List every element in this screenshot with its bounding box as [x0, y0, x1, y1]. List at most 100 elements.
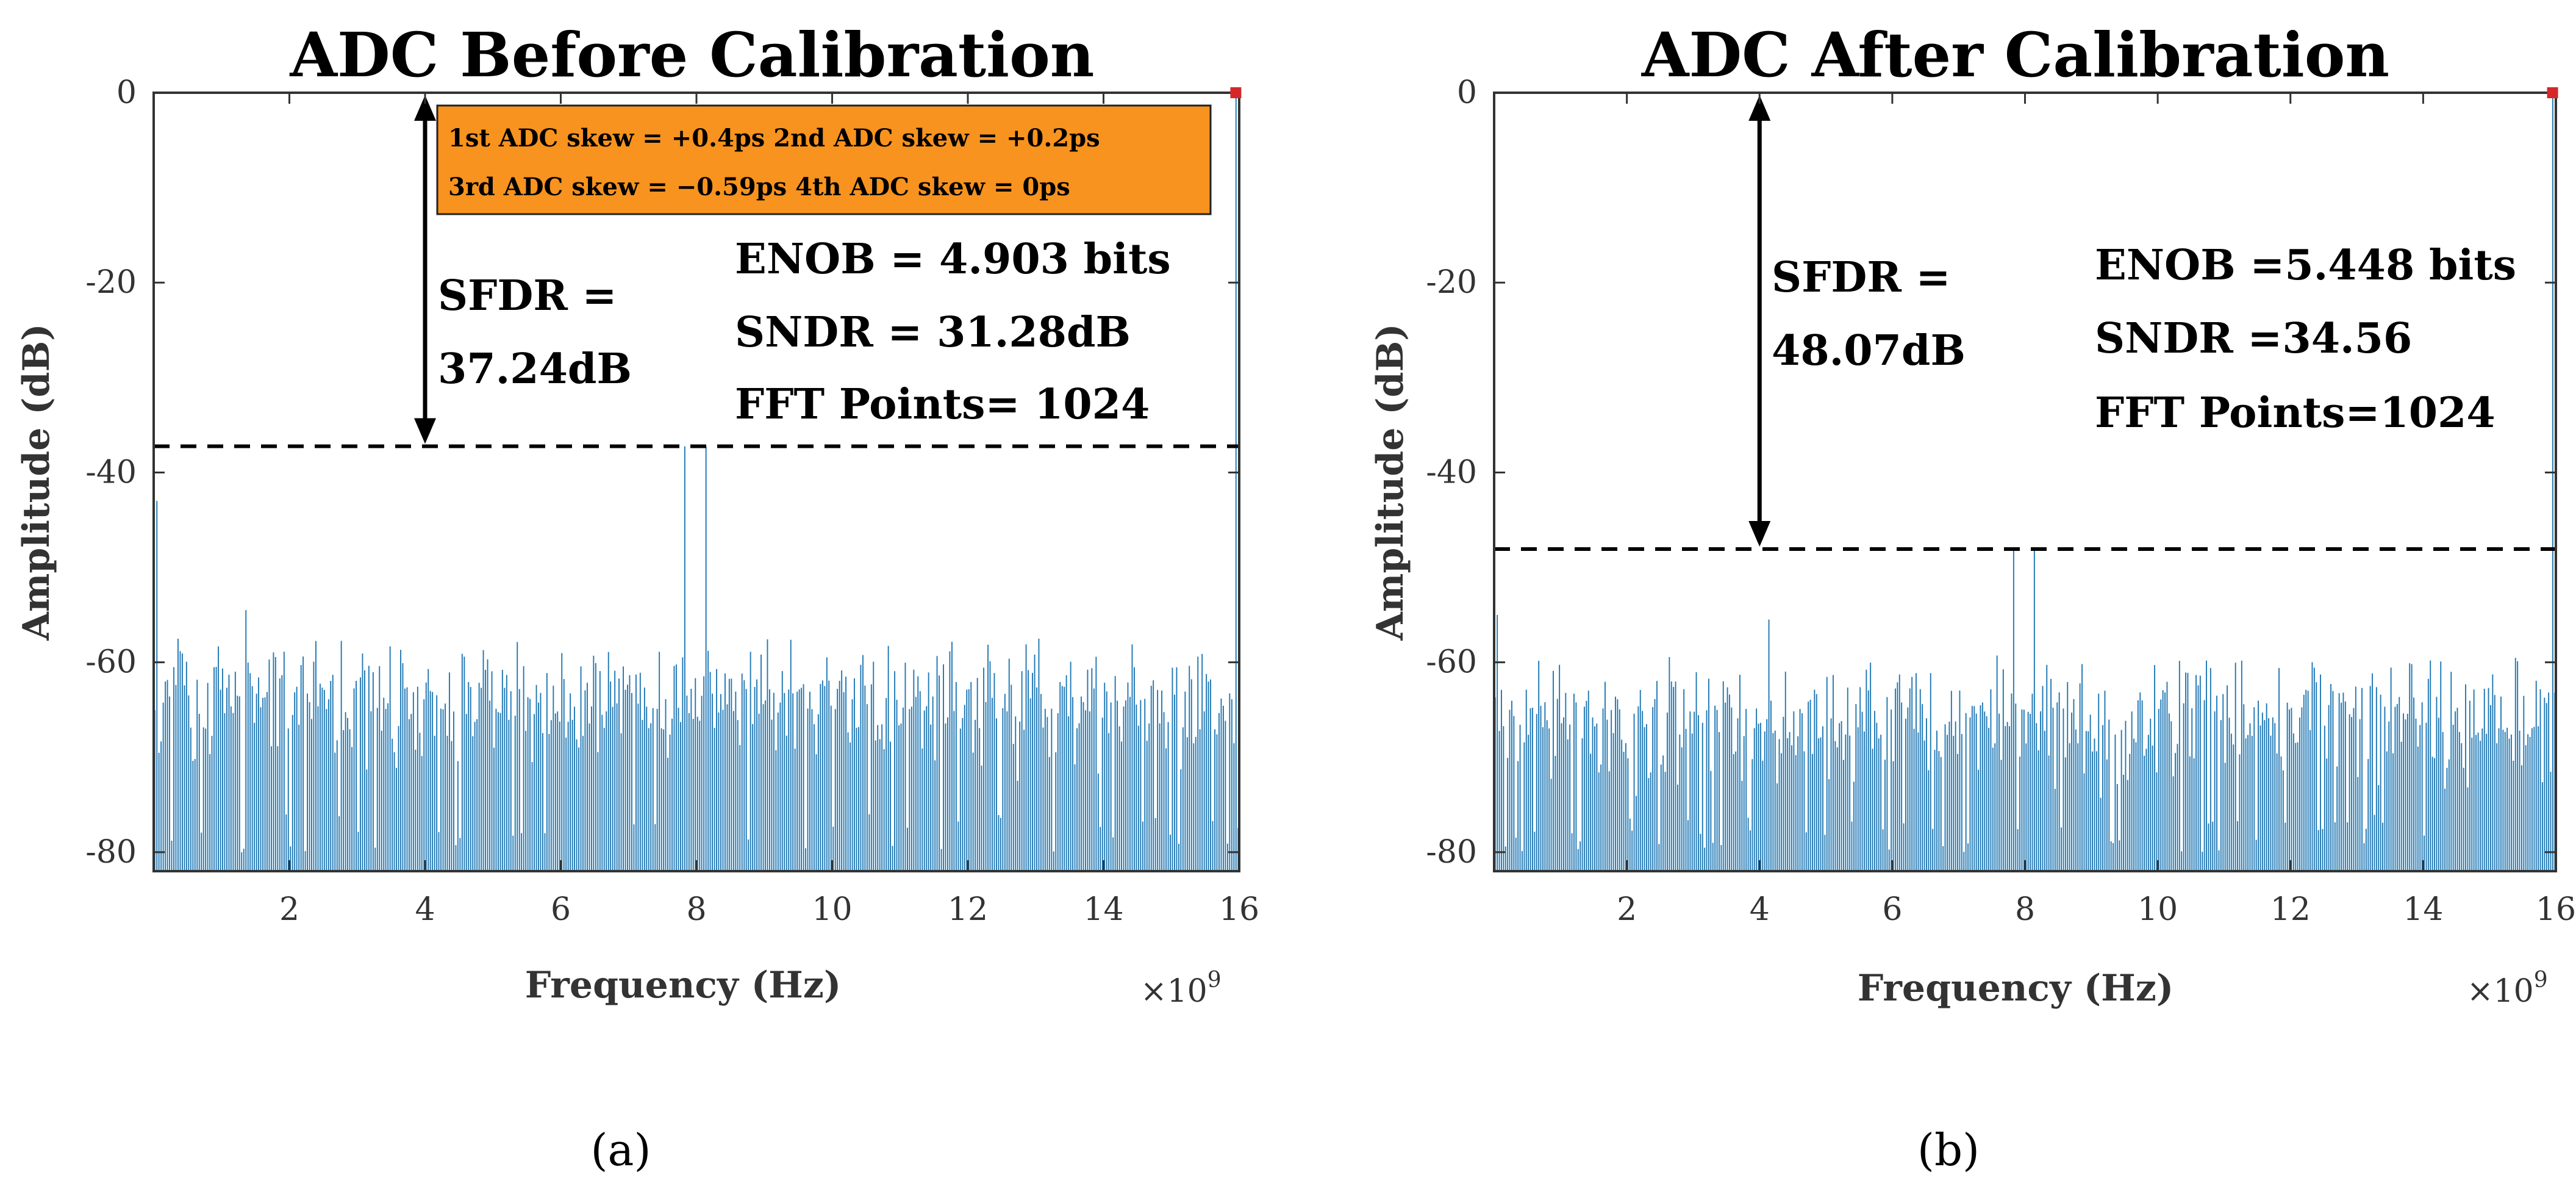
spectrum-bar	[688, 713, 690, 871]
spectrum-bar	[1950, 691, 1952, 871]
spectrum-bar	[2496, 743, 2498, 871]
spectrum-bar	[754, 687, 756, 871]
spectrum-bar	[1917, 732, 1919, 871]
spectrum-bar	[506, 675, 507, 871]
spectrum-bar	[2175, 753, 2176, 871]
spectrum-bar	[287, 728, 289, 871]
spectrum-bar	[1938, 751, 1940, 871]
spectrum-bar	[1118, 726, 1120, 871]
spectrum-bar	[2517, 661, 2519, 871]
spectrum-bar	[196, 680, 198, 871]
spectrum-bar	[1061, 686, 1063, 871]
spectrum-bar	[2461, 743, 2463, 871]
spectrum-bar	[2539, 689, 2541, 871]
spectrum-bar	[1074, 764, 1076, 871]
spectrum-bar	[198, 714, 200, 871]
spectrum-bar	[1965, 713, 1967, 871]
spectrum-bar	[2452, 725, 2454, 871]
spectrum-bar	[2154, 665, 2155, 871]
chart-b-y-axis-label: Amplitude (dB)	[1369, 323, 1412, 641]
spectrum-bar	[720, 694, 721, 871]
spectrum-bar	[1973, 706, 1975, 871]
spectrum-bar	[2480, 741, 2481, 871]
spectrum-bar	[372, 672, 374, 871]
spectrum-bar	[639, 672, 641, 871]
spectrum-bar	[523, 666, 524, 871]
spectrum-bar	[1546, 720, 1548, 871]
spectrum-bar	[1957, 753, 1958, 871]
spectrum-bar	[527, 697, 529, 871]
y-tick-label: -40	[1426, 454, 1477, 490]
spectrum-bar	[1898, 674, 1900, 871]
spectrum-bar	[2332, 691, 2334, 871]
spectrum-bar	[1121, 741, 1122, 871]
spectrum-bar	[2405, 719, 2406, 871]
spectrum-bar	[1739, 675, 1741, 871]
spectrum-bar	[1681, 747, 1683, 871]
spectrum-bar	[1694, 711, 1695, 871]
spectrum-bar	[434, 736, 435, 871]
spectrum-bar	[211, 736, 213, 871]
spectrum-bar	[218, 646, 219, 871]
spectrum-bar	[2355, 686, 2356, 871]
chart-a-sfdr-value: 37.24dB	[438, 345, 632, 393]
spectrum-bar	[2069, 743, 2070, 871]
x-tick-label: 8	[686, 891, 706, 928]
spectrum-bar	[249, 673, 251, 871]
spectrum-bar	[949, 651, 951, 871]
spectrum-bar	[330, 681, 332, 871]
spectrum-bar	[652, 708, 654, 871]
spectrum-bar	[175, 684, 177, 871]
spectrum-bar	[601, 714, 603, 871]
spectrum-bar	[1805, 832, 1807, 871]
spectrum-bar	[2502, 730, 2504, 871]
spectrum-bar	[1140, 700, 1142, 871]
spectrum-bar	[2490, 705, 2491, 871]
spectrum-bar	[1154, 818, 1156, 871]
spectrum-bar	[576, 739, 578, 871]
spectrum-bar	[2406, 714, 2408, 871]
spectrum-bar	[1195, 736, 1197, 871]
spectrum-bar	[881, 724, 883, 871]
spectrum-bar	[2359, 719, 2361, 871]
spectrum-bar	[1729, 694, 1730, 871]
spectrum-bar	[2228, 717, 2230, 871]
spectrum-bar	[1909, 688, 1911, 871]
chart-a-y-ticks: 0 -20 -40 -60 -80	[85, 74, 1239, 871]
spectrum-bar	[1081, 696, 1082, 871]
spectrum-bar	[2292, 733, 2294, 871]
spectrum-bar	[1015, 716, 1017, 871]
spectrum-bar	[544, 833, 546, 871]
spectrum-bar	[2390, 667, 2392, 871]
spectrum-bar	[323, 689, 325, 871]
spectrum-bar	[2351, 717, 2352, 871]
spectrum-bar	[1561, 723, 1562, 871]
spectrum-bar	[975, 719, 976, 871]
spectrum-bar	[1148, 723, 1150, 871]
spectrum-bar	[959, 728, 961, 871]
spectrum-bar	[410, 714, 412, 871]
spectrum-bar	[563, 679, 565, 871]
spectrum-bar	[2434, 758, 2435, 871]
chart-a-caption: (a)	[590, 1124, 651, 1176]
spectrum-bar	[879, 739, 881, 871]
spectrum-bar	[2129, 753, 2131, 871]
spectrum-bar	[1726, 687, 1728, 871]
spectrum-bar	[2313, 667, 2315, 871]
chart-b-caption: (b)	[1917, 1124, 1980, 1176]
spectrum-bar	[1766, 719, 1768, 871]
chart-b-x-ticks: 2 4 6 8 10 12 14 16	[1617, 93, 2576, 928]
spectrum-bar	[2488, 688, 2489, 871]
spectrum-bar	[553, 685, 554, 871]
spectrum-bar	[741, 674, 743, 871]
spectrum-bar	[389, 646, 391, 871]
spectrum-bar	[887, 645, 889, 871]
spectrum-bar	[1598, 772, 1600, 871]
spectrum-bar	[1922, 704, 1923, 871]
spectrum-bar	[283, 652, 285, 871]
spectrum-bar	[2085, 731, 2087, 871]
spectrum-bar	[1146, 741, 1148, 871]
spectrum-bar	[1575, 702, 1577, 871]
spectrum-bar	[1774, 730, 1776, 871]
spectrum-bar	[2011, 693, 2012, 871]
